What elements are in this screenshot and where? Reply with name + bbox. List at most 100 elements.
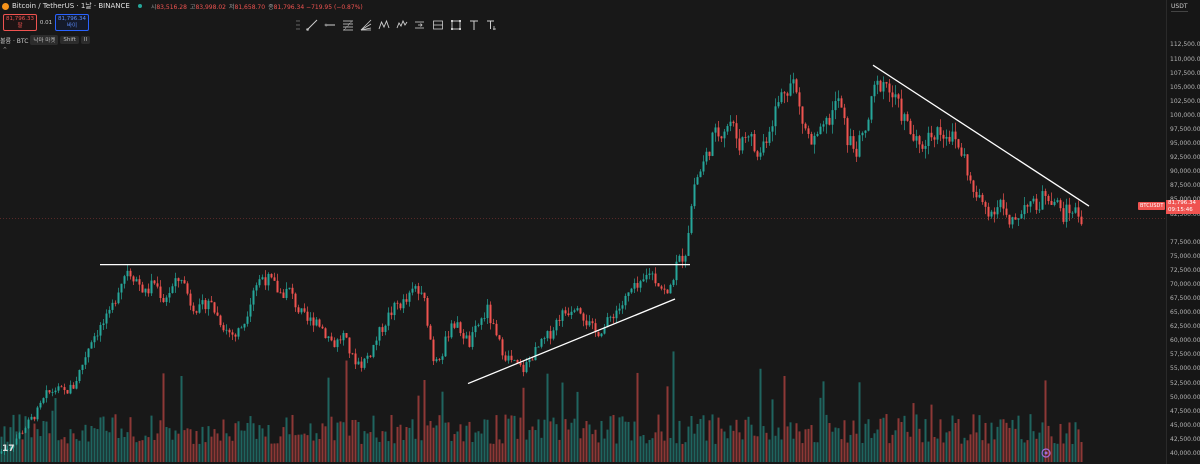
candle-body <box>9 447 12 450</box>
candle-body <box>930 132 933 138</box>
axis-currency-label[interactable]: USDT <box>1171 3 1188 12</box>
volume-bar <box>741 439 744 462</box>
arrow-marker-icon[interactable] <box>413 18 426 31</box>
volume-bar <box>330 416 333 462</box>
candle-body <box>972 180 975 192</box>
symbol-title[interactable]: Bitcoin / TetherUS · 1날 · BINANCE <box>12 2 130 10</box>
candle-body <box>696 177 699 185</box>
price-axis-label: 105,000.00 <box>1170 83 1200 91</box>
indicator-name[interactable]: 볼륨 · BTC <box>0 37 29 45</box>
candle-body <box>447 336 450 338</box>
horizontal-ray-icon[interactable] <box>323 18 336 31</box>
volume-bar <box>996 426 999 462</box>
candle-body <box>321 326 324 329</box>
candle-body <box>534 346 537 361</box>
volume-bar <box>72 433 75 462</box>
volume-bar <box>684 442 687 462</box>
volume-bar <box>951 415 954 462</box>
anchored-text-icon[interactable] <box>485 18 498 31</box>
gann-fan-icon[interactable] <box>359 18 372 31</box>
volume-bars <box>0 351 1083 462</box>
replay-icon[interactable] <box>1041 448 1051 458</box>
candle-body <box>873 84 876 97</box>
volume-bar <box>456 431 459 462</box>
toolbar-drag-handle-icon[interactable] <box>296 19 300 30</box>
spread-value: 0.01 <box>39 19 53 26</box>
candle-body <box>144 288 147 293</box>
text-icon[interactable] <box>467 18 480 31</box>
collapse-legend-icon[interactable]: ⌃ <box>2 46 8 54</box>
candlestick-chart[interactable] <box>0 0 1166 464</box>
candle-body <box>621 305 624 309</box>
volume-bar <box>309 423 312 462</box>
candle-body <box>552 330 555 339</box>
volume-bar <box>501 443 504 462</box>
volume-bar <box>804 429 807 462</box>
candle-body <box>294 293 297 308</box>
price-range-icon[interactable] <box>431 18 444 31</box>
volume-bar <box>243 430 246 462</box>
volume-bar <box>687 426 690 462</box>
volume-bar <box>903 415 906 462</box>
candle-body <box>195 311 198 313</box>
chart-area[interactable] <box>0 0 1166 464</box>
candle-body <box>837 98 840 102</box>
volume-bar <box>312 440 315 462</box>
elliott-wave-icon[interactable] <box>395 18 408 31</box>
candle-body <box>393 302 396 316</box>
trend-line-icon[interactable] <box>305 18 318 31</box>
volume-bar <box>867 419 870 462</box>
drawing-lines[interactable] <box>0 64 1166 385</box>
tradingview-logo[interactable]: 17 <box>2 444 15 454</box>
volume-bar <box>1035 438 1038 462</box>
volume-bar <box>900 422 903 462</box>
price-axis-label: 70,000.00 <box>1170 280 1200 288</box>
volume-bar <box>717 417 720 462</box>
volume-bar <box>1026 440 1029 462</box>
candle-body <box>33 416 36 420</box>
volume-bar <box>921 442 924 462</box>
candle-body <box>423 292 426 298</box>
candle-body <box>132 276 135 282</box>
volume-bar <box>81 430 84 462</box>
candle-body <box>21 432 24 434</box>
volume-bar <box>183 430 186 462</box>
candle-body <box>768 131 771 143</box>
fib-retracement-icon[interactable] <box>341 18 354 31</box>
candle-body <box>570 311 573 316</box>
candle-body <box>0 451 3 454</box>
candle-body <box>12 444 15 448</box>
indicator-chip-shift[interactable]: Shift <box>60 36 79 44</box>
volume-bar <box>582 428 585 462</box>
volume-bar <box>915 414 918 462</box>
volume-bar <box>135 442 138 462</box>
candle-body <box>912 134 915 141</box>
candle-body <box>870 96 873 120</box>
volume-bar <box>144 435 147 462</box>
candle-body <box>402 299 405 309</box>
volume-bar <box>249 416 252 462</box>
candle-body <box>636 283 639 288</box>
pattern-icon[interactable] <box>377 18 390 31</box>
price-axis-label: 90,000.00 <box>1170 168 1200 176</box>
rectangle-icon[interactable] <box>449 18 462 31</box>
candle-body <box>105 313 108 324</box>
volume-bar <box>810 425 813 462</box>
volume-bar <box>570 422 573 462</box>
volume-bar <box>573 418 576 462</box>
candle-body <box>672 280 675 285</box>
indicator-chip-pause[interactable]: II <box>80 36 91 44</box>
volume-bar <box>744 419 747 462</box>
candle-body <box>225 329 228 331</box>
sell-button[interactable]: 81,796.33 팔 <box>3 14 37 31</box>
volume-bar <box>120 428 123 462</box>
buy-button[interactable]: 81,796.34 바이 <box>55 14 89 31</box>
volume-bar <box>435 425 438 462</box>
volume-bar <box>624 421 627 462</box>
indicator-chip-market[interactable]: 낙마 마켓 <box>30 35 59 45</box>
price-axis[interactable]: USDT 112,500.00 110,000.00 107,500.00 105,0… <box>1166 0 1200 464</box>
volume-bar <box>147 437 150 462</box>
volume-bar <box>873 433 876 462</box>
price-axis-label: 75,000.00 <box>1170 252 1200 260</box>
volume-bar <box>1017 415 1020 462</box>
